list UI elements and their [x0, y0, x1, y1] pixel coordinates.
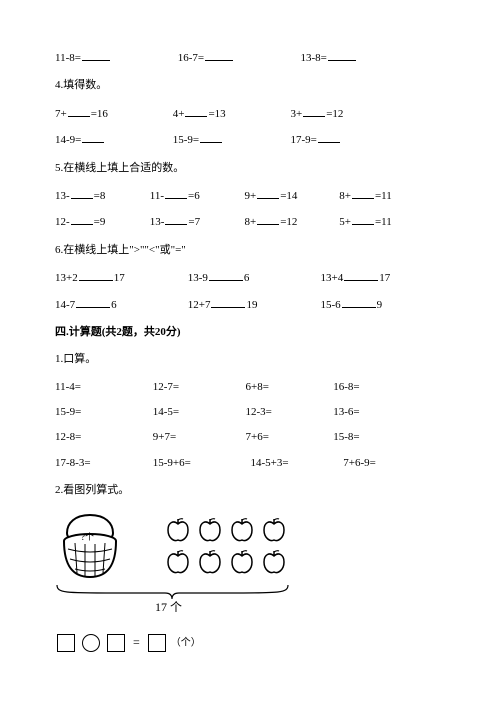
- s4q1-r3: 12-8= 9+7= 7+6= 15-8=: [55, 430, 445, 445]
- unit-label: （个）: [171, 637, 201, 648]
- figure: ?个 17 个: [55, 511, 445, 616]
- basket-label: ?个: [81, 531, 94, 544]
- equation-row: = （个）: [55, 634, 445, 652]
- q3-row: 11-8= 16-7= 13-8=: [55, 50, 445, 66]
- s4q2-title: 2.看图列算式。: [55, 483, 445, 498]
- equals-sign: =: [133, 635, 140, 649]
- q5-row1: 13-=8 11-=6 9+=14 8+=11: [55, 188, 445, 204]
- q4-row2: 14-9= 15-9= 17-9=: [55, 132, 445, 148]
- apple-icon: [229, 549, 255, 575]
- apple-icon: [197, 549, 223, 575]
- q3-a: 11-8=: [55, 52, 81, 64]
- apple-icon: [229, 517, 255, 543]
- q5-row2: 12-=9 13-=7 8+=12 5+=11: [55, 214, 445, 230]
- apple-icon: [165, 549, 191, 575]
- s4q1-r2: 15-9= 14-5= 12-3= 13-6=: [55, 405, 445, 420]
- q3-c: 13-8=: [301, 52, 327, 64]
- count-label: 17 个: [155, 599, 182, 616]
- s4q1-title: 1.口算。: [55, 352, 445, 367]
- q6-row1: 13+217 13-96 13+417: [55, 270, 445, 286]
- q5-title: 5.在横线上填上合适的数。: [55, 161, 445, 176]
- q6-title: 6.在横线上填上">""<"或"=": [55, 243, 445, 258]
- apple-icon: [261, 517, 287, 543]
- brace-icon: [55, 583, 290, 599]
- q4-title: 4.填得数。: [55, 78, 445, 93]
- q6-row2: 14-76 12+719 15-69: [55, 297, 445, 313]
- basket-icon: [55, 511, 125, 581]
- square-box: [57, 634, 75, 652]
- square-box: [148, 634, 166, 652]
- section4-header: 四.计算题(共2题，共20分): [55, 325, 445, 340]
- s4q1-r1: 11-4= 12-7= 6+8= 16-8=: [55, 380, 445, 395]
- q4-row1: 7+=16 4+=13 3+=12: [55, 106, 445, 122]
- square-box: [107, 634, 125, 652]
- apple-icon: [261, 549, 287, 575]
- apple-icon: [165, 517, 191, 543]
- q3-b: 16-7=: [178, 52, 204, 64]
- s4q1-r4: 17-8-3= 15-9+6= 14-5+3= 7+6-9=: [55, 456, 445, 471]
- circle-box: [82, 634, 100, 652]
- apple-icon: [197, 517, 223, 543]
